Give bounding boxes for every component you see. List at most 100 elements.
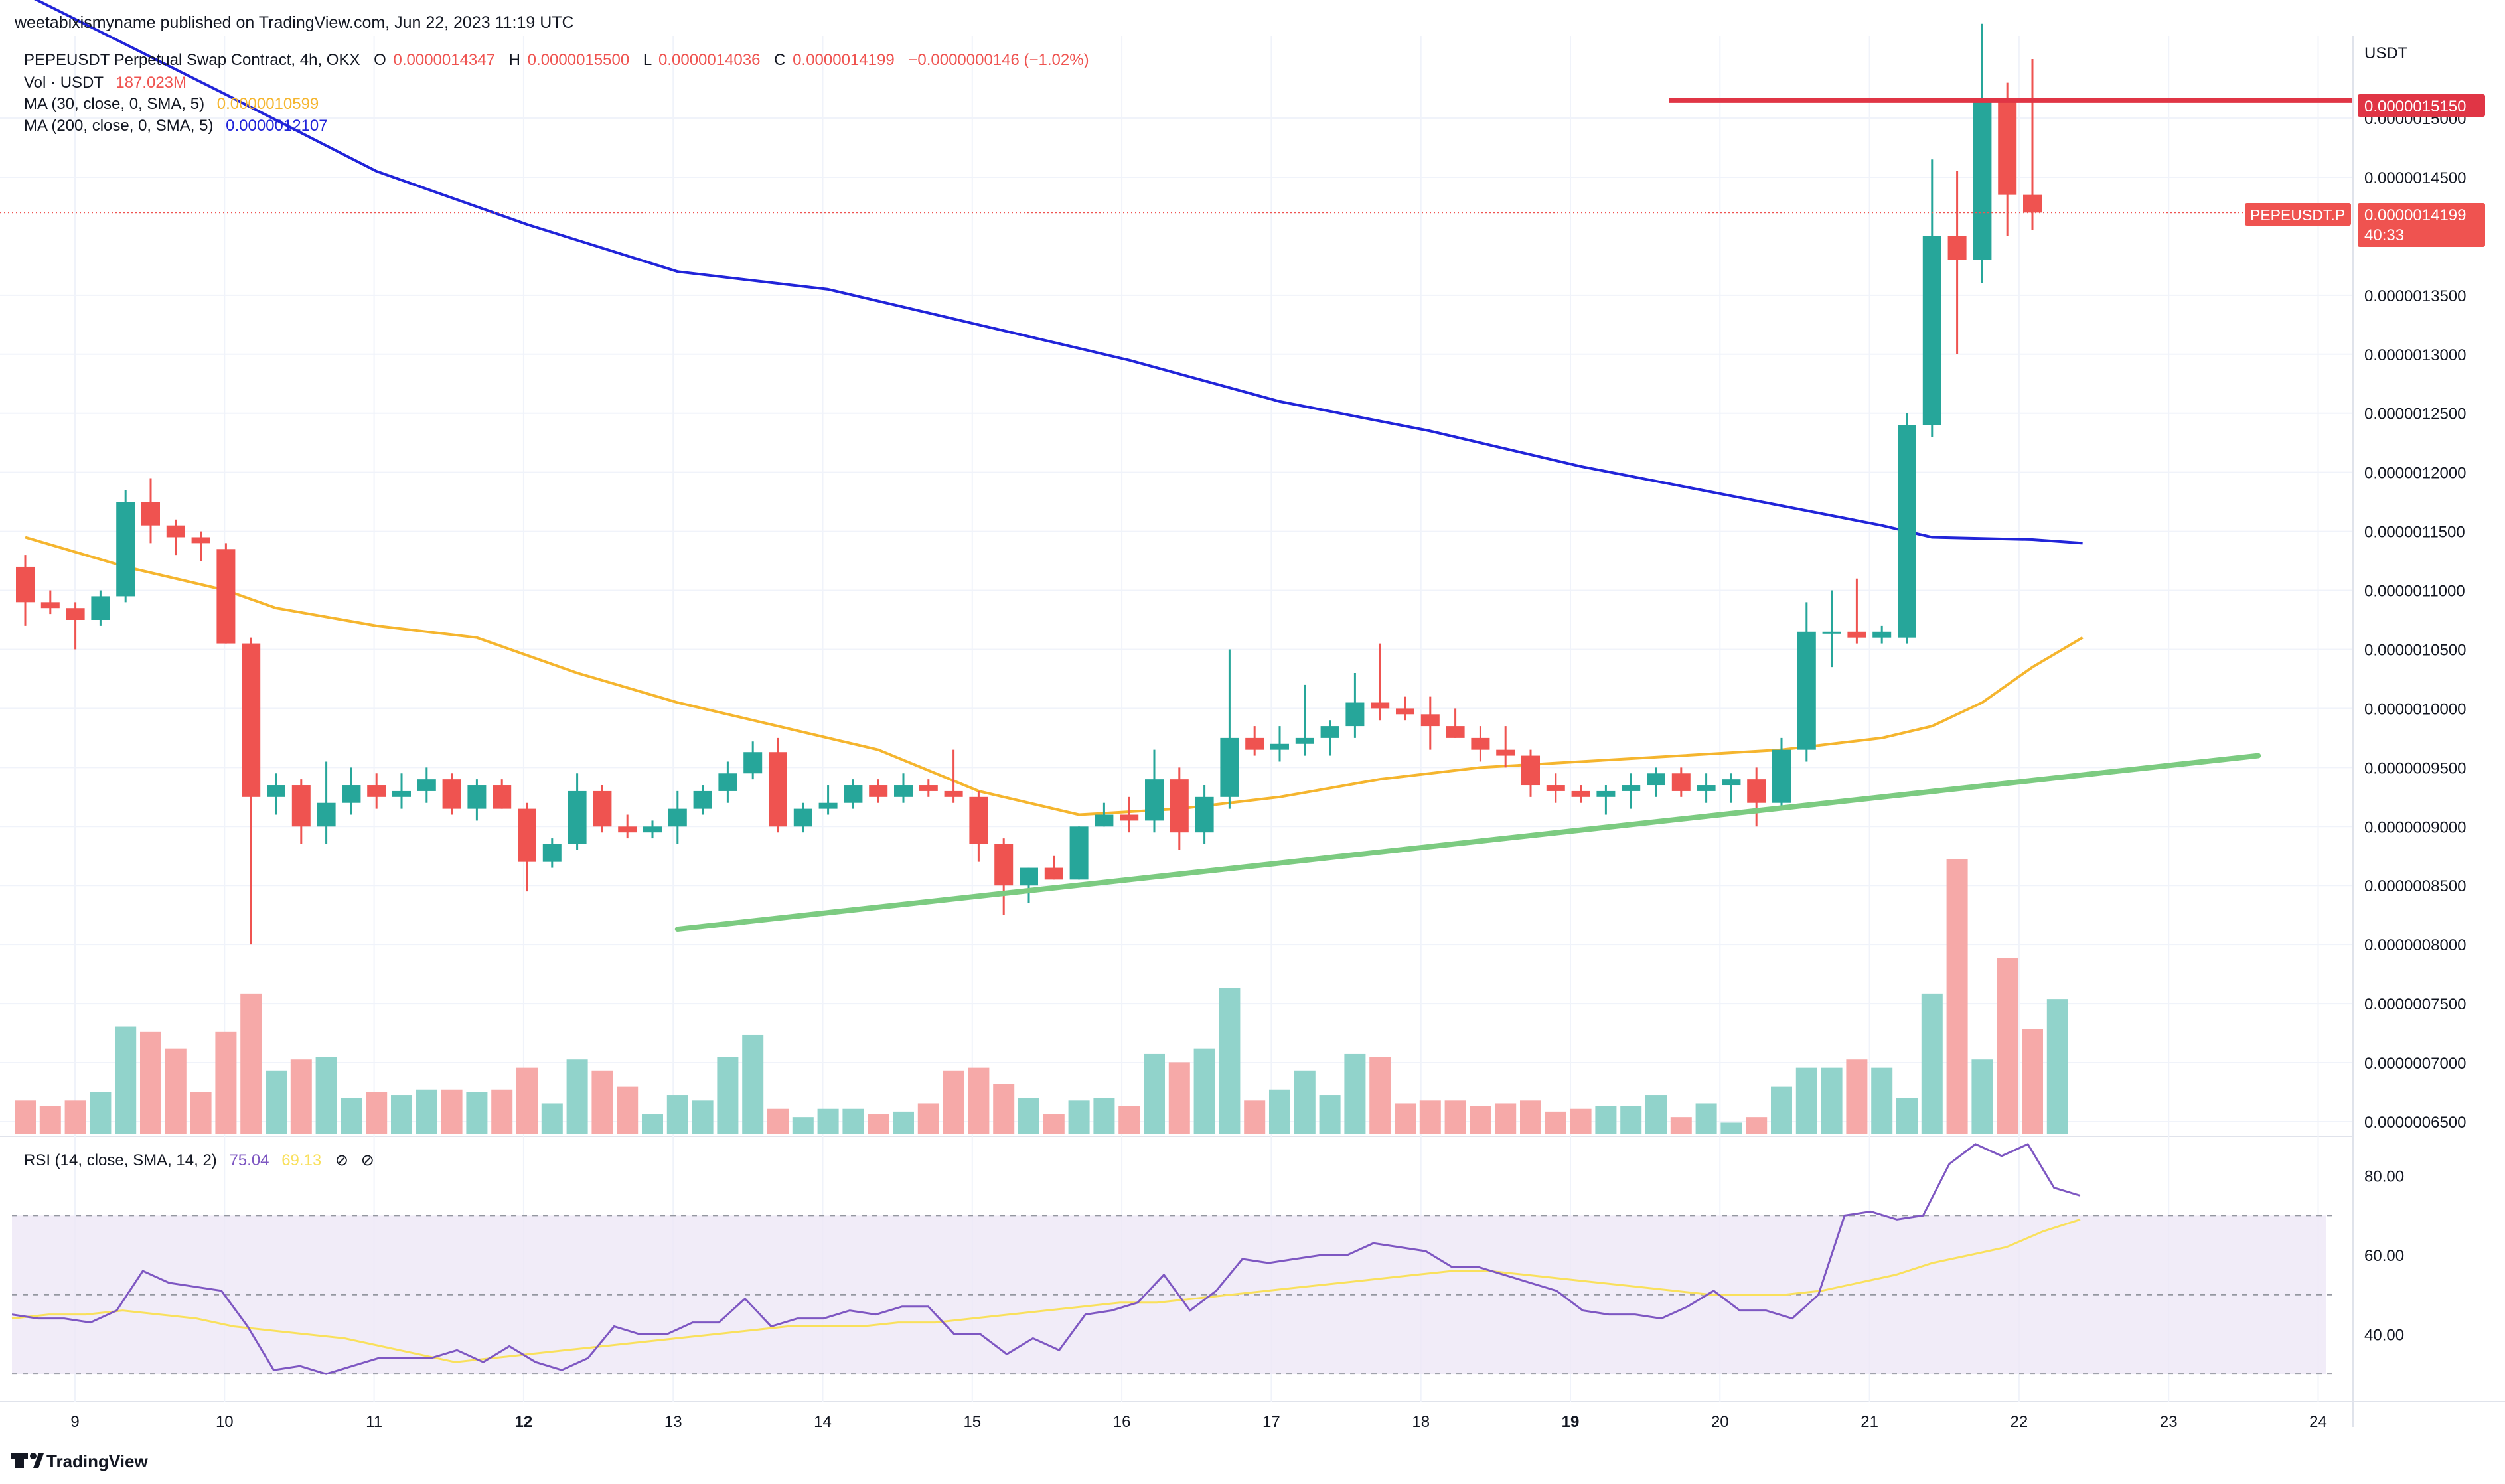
candle-body[interactable] [1020, 867, 1038, 886]
candle-body[interactable] [618, 826, 637, 833]
candle-body[interactable] [1722, 779, 1741, 786]
candle-body[interactable] [919, 785, 938, 791]
date-tick-label[interactable]: 14 [814, 1413, 832, 1431]
price-tick-label[interactable]: 0.0000013000 [2364, 346, 2467, 364]
candle-body[interactable] [1270, 743, 1289, 750]
candle-body[interactable] [1371, 702, 1390, 709]
rsi-tick-label[interactable]: 80.00 [2364, 1168, 2404, 1186]
candle-body[interactable] [442, 779, 461, 809]
price-tick-label[interactable]: 0.0000011000 [2364, 583, 2465, 601]
candle-body[interactable] [40, 602, 60, 609]
ma200-legend[interactable]: MA (200, close, 0, SMA, 5) 0.0000012107 [24, 117, 328, 135]
date-tick-label[interactable]: 21 [1860, 1413, 1878, 1431]
candle-body[interactable] [1571, 790, 1590, 797]
candle-body[interactable] [1998, 100, 2017, 195]
candle-body[interactable] [769, 752, 787, 827]
date-tick-label[interactable]: 12 [515, 1413, 533, 1431]
symbol-tag[interactable] [2245, 203, 2351, 226]
candle-body[interactable] [1772, 749, 1791, 803]
hidden-eye-icon-2[interactable]: ⊘ [361, 1151, 374, 1169]
date-tick-label[interactable]: 11 [366, 1413, 382, 1431]
candle-body[interactable] [818, 802, 838, 809]
candle-body[interactable] [1069, 826, 1089, 880]
volume-legend[interactable]: Vol · USDT 187.023M [24, 74, 187, 92]
candle-body[interactable] [1095, 814, 1114, 827]
date-axis[interactable]: 9 10 11 12 13 14 15 16 17 18 19 20 21 22 23 24 [70, 1413, 2327, 1431]
candle-body[interactable] [1471, 737, 1490, 750]
symbol-title[interactable]: PEPEUSDT Perpetual Swap Contract, 4h, OK… [24, 51, 360, 69]
candle-body[interactable] [116, 502, 135, 597]
candle-body[interactable] [969, 796, 988, 844]
rsi-tick-label[interactable]: 60.00 [2364, 1247, 2404, 1265]
last-price-tag[interactable] [2358, 203, 2485, 247]
price-axis[interactable]: 0.00000150000.00000145000.00000135000.00… [2352, 36, 2467, 1427]
candle-body[interactable] [1747, 779, 1766, 803]
candle-body[interactable] [718, 773, 737, 791]
price-tick-label[interactable]: 0.0000006500 [2364, 1114, 2467, 1132]
price-tick-label[interactable]: 0.0000012500 [2364, 406, 2467, 423]
candle-body[interactable] [542, 844, 562, 862]
date-tick-label[interactable]: 16 [1113, 1413, 1131, 1431]
candle-body[interactable] [1647, 773, 1665, 786]
currency-label[interactable]: USDT [2364, 44, 2408, 62]
date-tick-label[interactable]: 22 [2011, 1413, 2028, 1431]
candle-body[interactable] [1797, 631, 1816, 750]
candle-body[interactable] [1345, 702, 1365, 727]
date-tick-label[interactable]: 15 [963, 1413, 981, 1431]
candle-body[interactable] [1195, 796, 1214, 833]
ma30-legend[interactable]: MA (30, close, 0, SMA, 5) 0.0000010599 [24, 95, 319, 113]
candle-body[interactable] [1170, 779, 1189, 833]
date-tick-label[interactable]: 19 [1562, 1413, 1580, 1431]
date-tick-label[interactable]: 23 [2160, 1413, 2178, 1431]
candle-body[interactable] [1145, 779, 1164, 821]
candle-body[interactable] [16, 566, 35, 603]
candle-body[interactable] [267, 785, 285, 797]
candle-body[interactable] [1596, 790, 1616, 797]
candle-body[interactable] [1044, 867, 1063, 880]
candle-body[interactable] [944, 790, 963, 797]
price-tick-label[interactable]: 0.0000007500 [2364, 996, 2467, 1013]
candle-body[interactable] [467, 785, 487, 809]
candle-body[interactable] [1496, 749, 1515, 756]
candle-body[interactable] [568, 790, 587, 844]
candle-body[interactable] [643, 826, 662, 833]
date-tick-label[interactable]: 17 [1262, 1413, 1280, 1431]
drawings[interactable] [0, 98, 2353, 932]
candle-body[interactable] [894, 785, 913, 797]
price-tick-label[interactable]: 0.0000012000 [2364, 465, 2467, 482]
candle-body[interactable] [1697, 785, 1716, 791]
candle-body[interactable] [91, 596, 110, 620]
price-tick-label[interactable]: 0.0000011500 [2364, 524, 2465, 542]
candle-body[interactable] [994, 844, 1014, 886]
candle-body[interactable] [66, 608, 85, 620]
candlesticks[interactable] [16, 23, 2042, 945]
price-tick-label[interactable]: 0.0000013500 [2364, 287, 2467, 305]
candle-body[interactable] [2023, 194, 2042, 213]
price-tick-label[interactable]: 0.0000008500 [2364, 877, 2467, 895]
candle-body[interactable] [1872, 631, 1892, 638]
price-tick-label[interactable]: 0.0000010500 [2364, 641, 2467, 659]
candle-body[interactable] [1420, 714, 1440, 727]
candle-body[interactable] [1320, 726, 1339, 738]
candle-body[interactable] [1973, 100, 1992, 260]
candle-body[interactable] [242, 643, 261, 797]
candle-body[interactable] [141, 502, 160, 526]
candle-body[interactable] [1295, 737, 1314, 744]
candle-body[interactable] [1220, 737, 1239, 797]
candle-body[interactable] [1947, 236, 1967, 260]
candle-body[interactable] [844, 785, 863, 803]
date-tick-label[interactable]: 18 [1412, 1413, 1430, 1431]
hidden-eye-icon[interactable]: ⊘ [335, 1151, 348, 1169]
candle-body[interactable] [1622, 785, 1641, 791]
candle-body[interactable] [417, 779, 436, 791]
candle-body[interactable] [1446, 726, 1465, 738]
date-tick-label[interactable]: 20 [1711, 1413, 1729, 1431]
candle-body[interactable] [392, 790, 411, 797]
candle-body[interactable] [743, 752, 763, 774]
candle-body[interactable] [493, 785, 512, 809]
candle-body[interactable] [216, 549, 236, 644]
candle-body[interactable] [793, 808, 812, 827]
candle-body[interactable] [1521, 755, 1540, 786]
date-tick-label[interactable]: 10 [216, 1413, 234, 1431]
candle-body[interactable] [1245, 737, 1264, 750]
